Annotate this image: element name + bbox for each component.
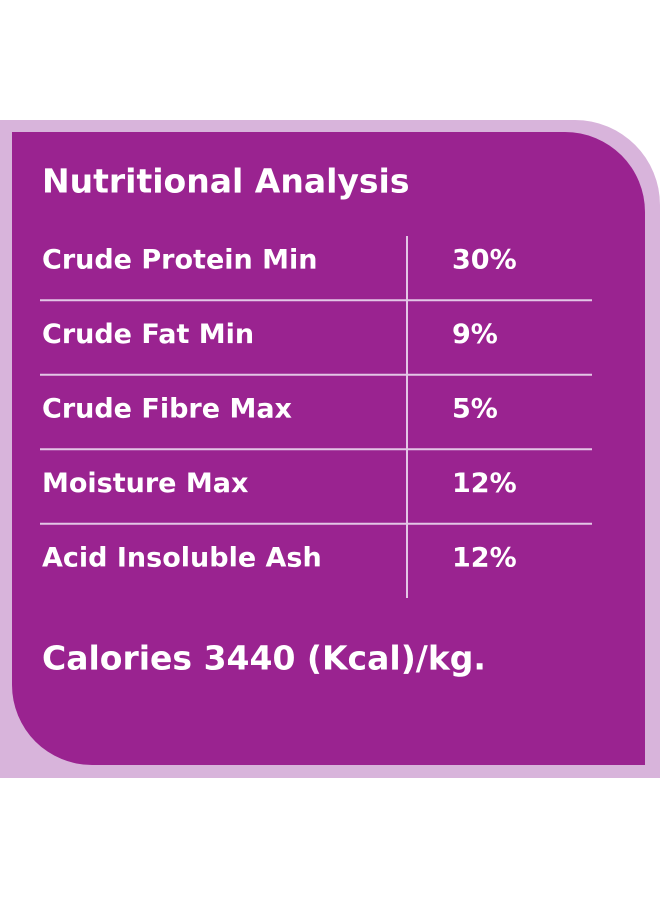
row-value: 12% (452, 543, 517, 574)
title: Nutritional Analysis (42, 162, 410, 201)
footer: Calories 3440 (Kcal)/kg. (42, 639, 486, 678)
row-label: Acid Insoluble Ash (42, 543, 322, 574)
row-value: 5% (452, 394, 498, 425)
row-label: Moisture Max (42, 468, 248, 499)
row-label: Crude Protein Min (42, 245, 317, 276)
row-label: Crude Fat Min (42, 319, 254, 350)
row-value: 12% (452, 468, 517, 499)
row-value: 9% (452, 319, 498, 350)
table: Crude Protein Min 30% Crude Fat Min 9% Crude… (40, 245, 592, 574)
row-label: Crude Fibre Max (42, 394, 292, 425)
row-value: 30% (452, 245, 517, 276)
